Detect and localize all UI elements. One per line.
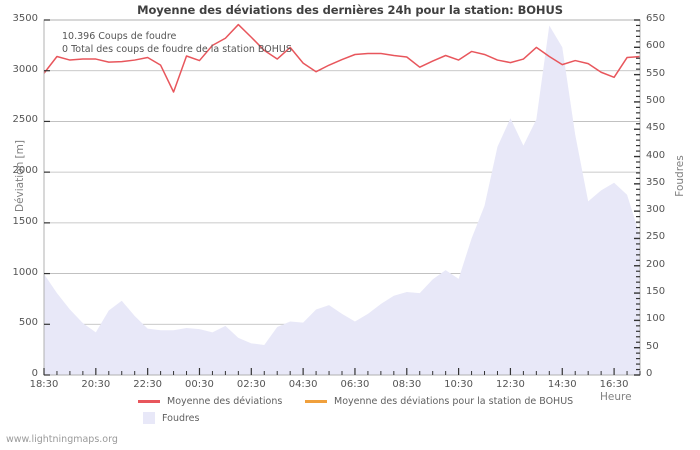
- area-series-foudres: [44, 25, 640, 376]
- y-tick-label-right: 400: [646, 149, 666, 161]
- y-tick-label-right: 50: [646, 340, 659, 352]
- y-tick-label-left: 3500: [12, 13, 38, 24]
- x-tick-label: 04:30: [288, 379, 318, 390]
- x-tick-label: 12:30: [496, 379, 525, 390]
- y-tick-label-left: 500: [18, 317, 38, 329]
- y-tick-label-right: 550: [646, 67, 666, 79]
- x-tick-label: 02:30: [236, 379, 266, 390]
- legend-item-2[interactable]: Foudres: [138, 412, 199, 424]
- legend-item-label: Foudres: [162, 412, 200, 424]
- legend-item-0[interactable]: Moyenne des déviations: [138, 396, 282, 407]
- y-tick-label-right: 200: [646, 258, 666, 270]
- legend-item-label: Moyenne des déviations: [167, 396, 283, 407]
- x-tick-label: 00:30: [185, 379, 214, 390]
- annotation-strokes-count: 10.396 Coups de foudre: [62, 31, 177, 42]
- y-tick-label-right: 150: [646, 286, 666, 298]
- y-tick-label-left: 2500: [12, 114, 38, 126]
- legend-line-marker: [138, 400, 160, 403]
- x-tick-label: 10:30: [444, 379, 473, 390]
- y-tick-label-right: 100: [646, 313, 666, 325]
- legend-item-1[interactable]: Moyenne des déviations pour la station d…: [305, 396, 573, 407]
- y-tick-label-right: 0: [646, 368, 653, 379]
- y-tick-label-left: 0: [31, 368, 38, 379]
- x-tick-label: 18:30: [29, 379, 59, 390]
- x-tick-label: 22:30: [133, 379, 163, 390]
- y-tick-label-right: 450: [646, 122, 666, 134]
- y-tick-label-left: 2000: [12, 165, 38, 177]
- x-tick-label: 14:30: [547, 379, 577, 390]
- x-tick-label: 16:30: [599, 379, 629, 390]
- x-tick-label: 08:30: [392, 379, 422, 390]
- y-tick-label-right: 500: [646, 94, 666, 106]
- y-tick-label-left: 3000: [12, 63, 38, 75]
- y-tick-label-left: 1500: [12, 215, 38, 227]
- source-footer: www.lightningmaps.org: [6, 434, 118, 445]
- y-tick-label-right: 600: [646, 40, 666, 52]
- legend-line-marker: [305, 400, 327, 403]
- y-tick-label-right: 650: [646, 13, 666, 24]
- y-tick-label-left: 1000: [12, 266, 38, 278]
- annotation-station-strokes: 0 Total des coups de foudre de la statio…: [62, 44, 292, 55]
- y-tick-label-right: 350: [646, 176, 666, 188]
- x-axis-label: Heure: [600, 391, 632, 403]
- line-series-0: [43, 23, 641, 93]
- legend-item-label: Moyenne des déviations pour la station d…: [334, 396, 574, 407]
- legend-swatch-marker: [143, 412, 155, 424]
- x-tick-label: 06:30: [340, 379, 370, 390]
- x-tick-label: 20:30: [81, 379, 111, 390]
- page-title: Moyenne des déviations des dernières 24h…: [137, 3, 563, 17]
- y-tick-label-right: 250: [646, 231, 666, 243]
- y-tick-label-right: 300: [646, 204, 666, 216]
